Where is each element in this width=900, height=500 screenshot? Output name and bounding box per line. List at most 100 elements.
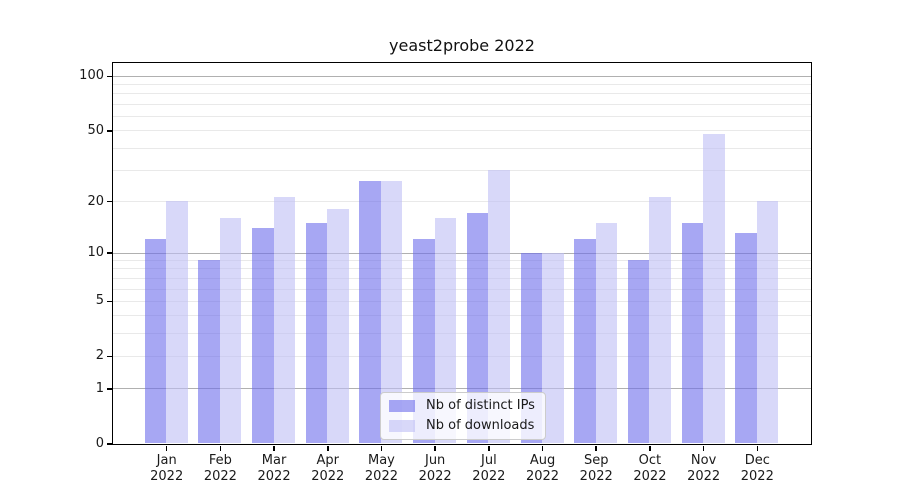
bar-downloads-jan — [166, 201, 188, 444]
bar-downloads-nov — [703, 133, 725, 444]
gridline-minor — [112, 169, 811, 171]
bar-downloads-mar — [273, 197, 296, 444]
y-tick-mark — [106, 200, 112, 203]
x-tick-mark — [327, 445, 329, 451]
y-tick-mark — [106, 443, 112, 445]
x-tick-label: Nov 2022 — [672, 453, 736, 485]
x-tick-label: Apr 2022 — [296, 453, 360, 485]
y-tick-mark — [106, 252, 112, 254]
x-tick-year: 2022 — [203, 469, 237, 484]
gridline-minor — [112, 260, 811, 262]
y-tick-label: 5 — [95, 293, 104, 309]
legend-label-downloads: Nb of downloads — [426, 418, 535, 433]
y-tick-label: 100 — [79, 68, 104, 84]
x-tick-month: Apr — [316, 453, 340, 468]
x-tick-month: May — [368, 453, 395, 468]
bar-downloads-may — [380, 180, 403, 444]
legend-row-downloads: Nb of downloads — [389, 418, 535, 434]
x-tick-mark — [165, 445, 168, 451]
gridline-major — [112, 75, 811, 77]
x-tick-mark — [541, 445, 544, 451]
x-tick-mark — [380, 445, 383, 451]
y-tick-label: 10 — [87, 245, 104, 260]
gridline-minor — [112, 116, 811, 118]
bar-downloads-dec — [756, 201, 779, 444]
gridline-minor — [112, 315, 811, 317]
bar-downloads-oct — [649, 197, 671, 444]
x-tick-mark — [219, 445, 222, 451]
x-tick-year: 2022 — [579, 469, 613, 484]
x-tick-year: 2022 — [740, 469, 774, 484]
gridline-minor — [112, 103, 811, 105]
x-tick-month: Sep — [583, 453, 609, 468]
x-tick-mark — [434, 445, 436, 451]
gridline-minor — [112, 93, 811, 95]
bar-distinct-ips-jan — [144, 239, 167, 444]
plot-area — [111, 61, 812, 445]
bar-downloads-aug — [542, 252, 564, 444]
x-tick-mark — [649, 445, 651, 451]
x-tick-label: Jan 2022 — [135, 453, 199, 485]
bar-distinct-ips-mar — [252, 227, 274, 444]
x-tick-year: 2022 — [633, 469, 667, 484]
y-tick-label: 0 — [95, 436, 104, 451]
bar-downloads-sep — [595, 222, 618, 444]
gridline-minor — [112, 333, 811, 335]
legend-swatch-downloads — [389, 420, 415, 432]
gridline-minor — [112, 268, 811, 270]
x-tick-label: Feb 2022 — [188, 453, 252, 485]
bar-downloads-feb — [219, 217, 242, 444]
x-tick-month: Nov — [690, 453, 717, 468]
x-tick-year: 2022 — [525, 469, 560, 484]
gridline-minor — [112, 277, 811, 279]
y-tick-label: 20 — [87, 193, 104, 209]
gridline-major — [112, 388, 811, 390]
x-tick-mark — [702, 445, 705, 451]
legend: Nb of distinct IPs Nb of downloads — [380, 392, 546, 440]
bar-distinct-ips-jul — [466, 213, 489, 444]
bar-distinct-ips-oct — [627, 260, 650, 444]
x-tick-year: 2022 — [418, 469, 452, 484]
x-tick-label: Aug 2022 — [511, 453, 575, 485]
bar-downloads-apr — [327, 208, 349, 444]
x-tick-label: May 2022 — [349, 453, 413, 485]
gridline-minor — [112, 300, 811, 302]
x-tick-month: Mar — [261, 453, 287, 468]
y-tick-label: 2 — [95, 348, 104, 364]
x-tick-label: Dec 2022 — [725, 453, 789, 485]
y-tick-mark — [106, 300, 112, 303]
bar-distinct-ips-may — [359, 180, 381, 444]
legend-row-distinct-ips: Nb of distinct IPs — [389, 398, 535, 414]
x-tick-year: 2022 — [472, 469, 506, 484]
gridline-major — [112, 252, 811, 254]
bar-distinct-ips-sep — [574, 239, 596, 444]
x-tick-year: 2022 — [311, 469, 345, 484]
bar-downloads-jun — [434, 217, 457, 444]
gridline-minor — [112, 201, 811, 202]
x-tick-month: Oct — [638, 453, 662, 468]
x-tick-year: 2022 — [687, 469, 721, 484]
x-tick-mark — [756, 445, 759, 451]
x-tick-month: Jan — [156, 453, 177, 468]
bar-downloads-jul — [488, 169, 510, 444]
legend-swatch-distinct-ips — [389, 400, 415, 412]
y-tick-mark — [106, 130, 112, 132]
x-tick-label: Sep 2022 — [564, 453, 628, 485]
x-tick-year: 2022 — [150, 469, 184, 484]
gridline-minor — [112, 355, 811, 357]
y-tick-mark — [106, 75, 112, 78]
x-tick-label: Jun 2022 — [403, 453, 467, 485]
chart-title: yeast2probe 2022 — [389, 36, 535, 55]
x-tick-label: Jul 2022 — [457, 453, 521, 485]
x-tick-mark — [595, 445, 597, 451]
legend-label-distinct-ips: Nb of distinct IPs — [426, 398, 535, 413]
x-tick-month: Jul — [481, 453, 497, 468]
x-tick-label: Mar 2022 — [242, 453, 306, 485]
x-tick-mark — [273, 445, 275, 451]
x-tick-year: 2022 — [364, 469, 398, 484]
y-tick-label: 1 — [95, 380, 104, 396]
x-tick-mark — [488, 445, 490, 451]
gridline-minor — [112, 130, 811, 132]
x-tick-month: Dec — [744, 453, 770, 468]
